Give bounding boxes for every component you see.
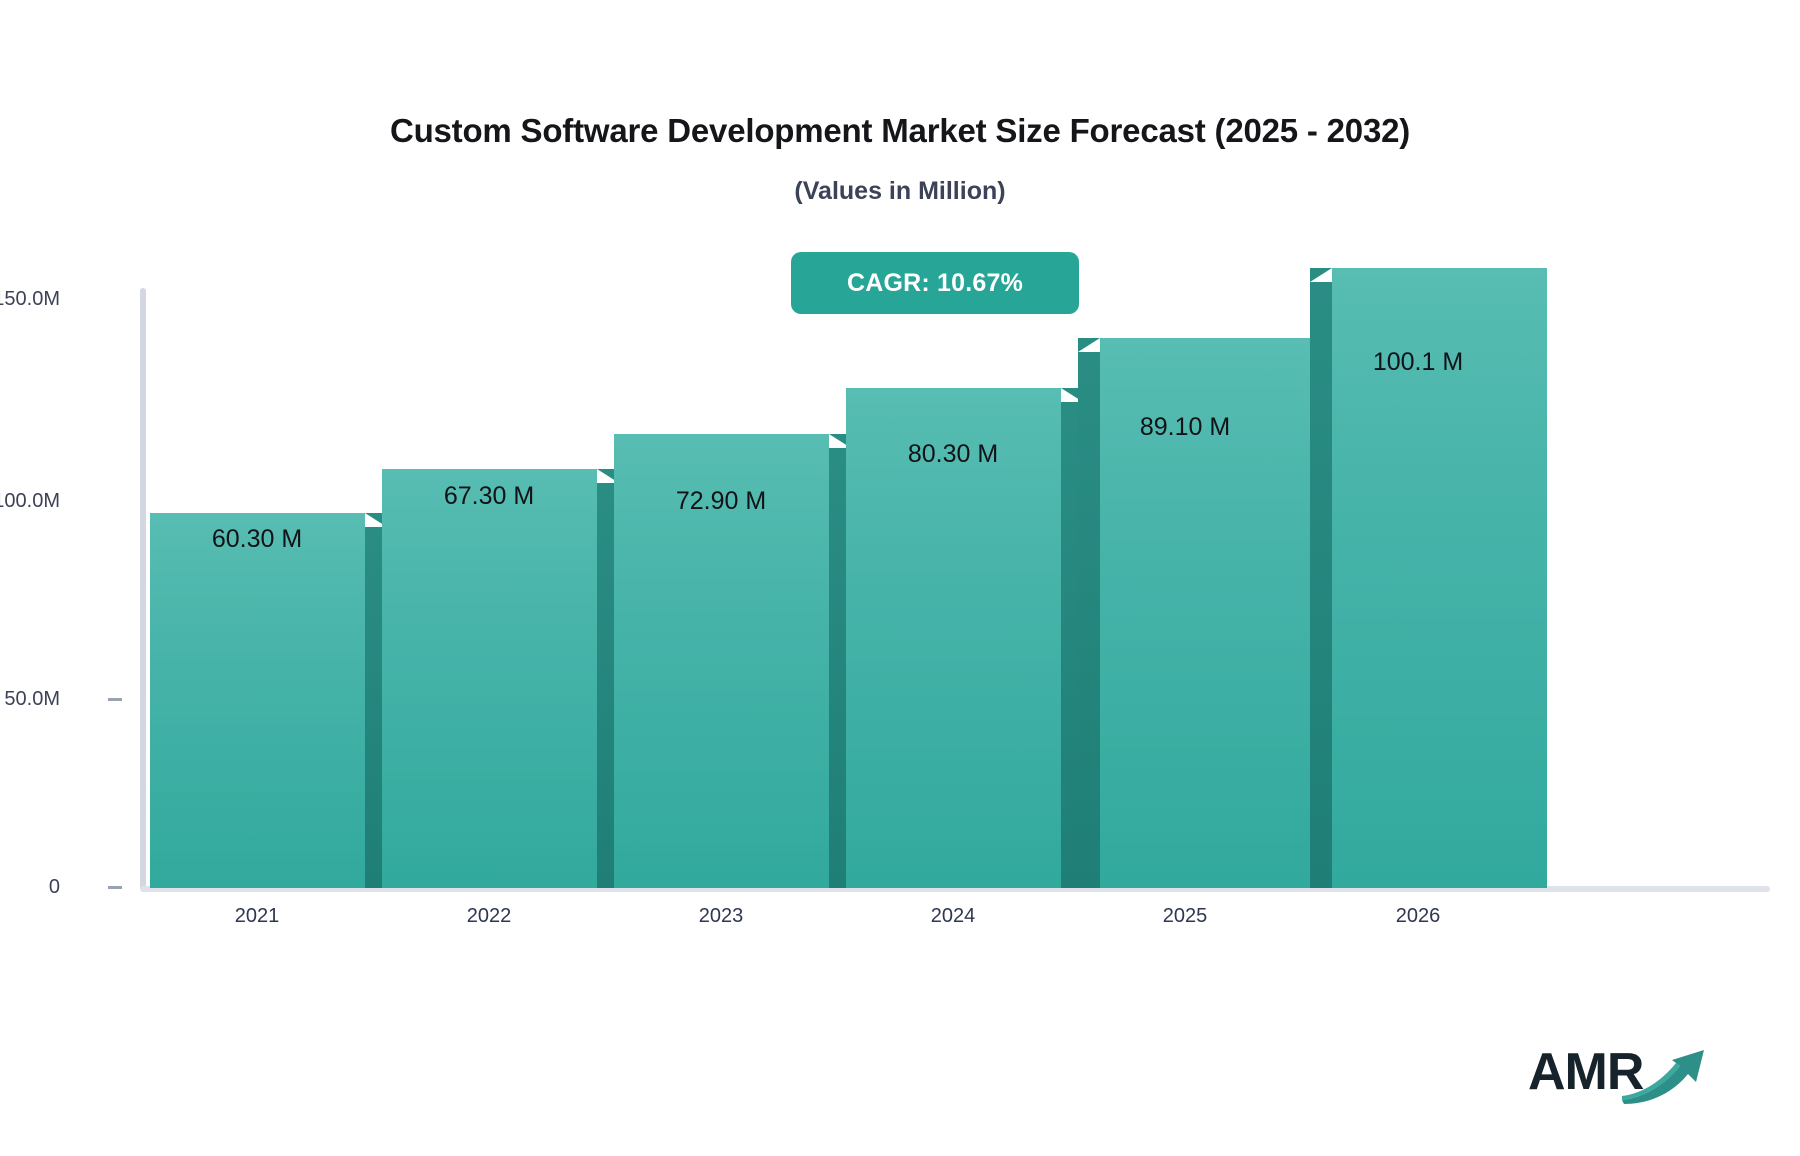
x-axis-label-2025: 2025: [1162, 905, 1208, 927]
bar-2026-top-bevel: [1310, 268, 1332, 282]
bar-2025-face: [1100, 338, 1315, 888]
bar-2025: [1078, 338, 1315, 888]
y-axis-line: [140, 288, 146, 890]
x-axis-baseline: [140, 886, 1770, 892]
y-axis-tick-label-0: 0: [48, 876, 60, 898]
amr-logo: AMR: [1528, 1038, 1708, 1108]
bar-2024-value-label: 80.30 M: [907, 440, 999, 468]
y-axis-tick-label-100: 100.0M: [0, 490, 60, 512]
bar-2022-value-label: 67.30 M: [443, 482, 535, 510]
cagr-badge-label: CAGR: 10.67%: [846, 268, 1024, 297]
bar-2021-value-label: 60.30 M: [211, 525, 303, 553]
x-axis-label-2022: 2022: [466, 905, 512, 927]
bar-2021-side: [365, 527, 387, 888]
bar-2025-value-label: 89.10 M: [1139, 413, 1231, 441]
growth-arrow-icon: [1622, 1050, 1704, 1104]
page-title: Custom Software Development Market Size …: [389, 112, 1411, 149]
bar-2023: [614, 434, 851, 888]
bar-2025-side: [1078, 352, 1100, 888]
bar-2024-face: [846, 388, 1061, 888]
bar-2026-face: [1332, 268, 1547, 888]
y-axis-tick-label-50: 50.0M: [4, 688, 60, 710]
cagr-badge: CAGR: 10.67%: [791, 252, 1079, 314]
y-axis-tick-dash-0: [108, 886, 122, 889]
bar-2023-side: [829, 448, 851, 888]
y-axis-tick-dash-50: [108, 698, 122, 701]
bar-2025-top-bevel: [1078, 338, 1100, 352]
x-axis-label-2021: 2021: [234, 905, 280, 927]
bar-2026: [1310, 268, 1547, 888]
bar-2022-top-bevel: [597, 469, 619, 483]
chart-subtitle: (Values in Million): [794, 177, 1006, 205]
bar-2023-top-bevel: [829, 434, 851, 448]
bar-2023-face: [614, 434, 829, 888]
x-axis-label-2023: 2023: [698, 905, 744, 927]
bar-2022: [382, 469, 619, 888]
amr-logo-text: AMR: [1528, 1043, 1644, 1101]
bar-2024-side: [1061, 402, 1083, 888]
bar-2021: [150, 513, 387, 888]
bar-2026-side: [1310, 282, 1332, 888]
bar-2023-value-label: 72.90 M: [675, 487, 767, 515]
bar-2022-face: [382, 469, 597, 888]
bar-2021-top-bevel: [365, 513, 387, 527]
x-axis-label-2024: 2024: [930, 905, 976, 927]
bar-2024-top-bevel: [1061, 388, 1083, 402]
x-axis-label-2026: 2026: [1395, 905, 1441, 927]
bar-2024: [846, 388, 1083, 888]
bar-2026-value-label: 100.1 M: [1372, 348, 1464, 376]
bar-2022-side: [597, 483, 619, 888]
bar-2021-face: [150, 513, 365, 888]
y-axis-tick-label-150: 150.0M: [0, 288, 60, 310]
